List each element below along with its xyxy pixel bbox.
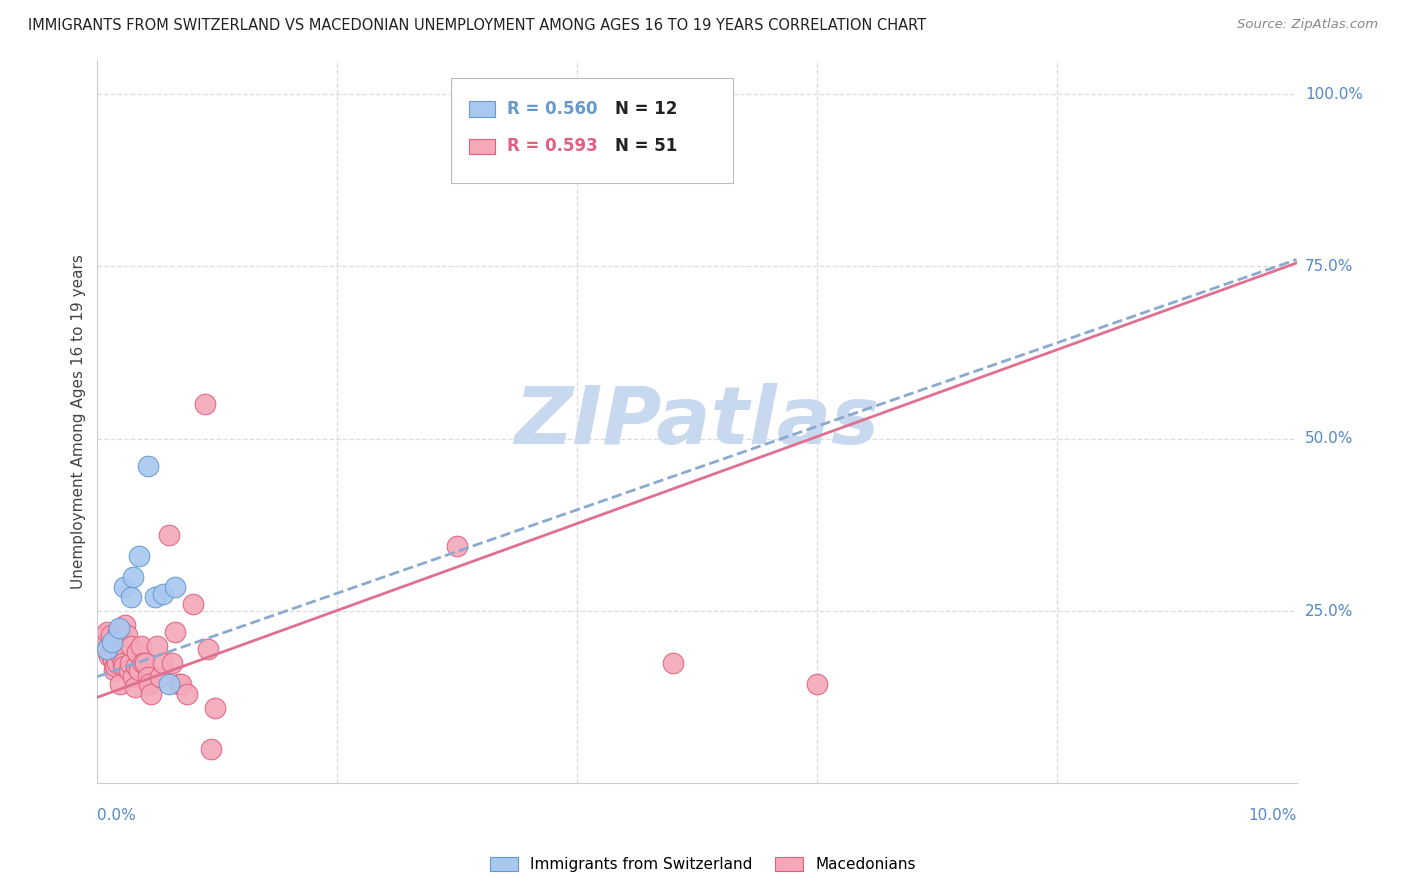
- Point: [157, 676, 180, 690]
- Point: [138, 676, 160, 690]
- Point: [165, 624, 187, 639]
- Point: [125, 645, 148, 659]
- Point: [136, 459, 159, 474]
- Point: [181, 597, 204, 611]
- Legend: Immigrants from Switzerland, Macedonians: Immigrants from Switzerland, Macedonians: [482, 849, 924, 880]
- Text: N = 51: N = 51: [616, 137, 678, 155]
- FancyBboxPatch shape: [470, 101, 495, 117]
- Point: [97, 642, 120, 657]
- Point: [112, 659, 135, 673]
- Point: [117, 663, 139, 677]
- Point: [170, 676, 193, 690]
- Text: 10.0%: 10.0%: [1249, 808, 1296, 823]
- Point: [96, 642, 118, 657]
- Point: [96, 624, 118, 639]
- Point: [100, 648, 122, 663]
- Text: 25.0%: 25.0%: [1305, 604, 1353, 619]
- Point: [197, 642, 219, 657]
- Point: [446, 539, 468, 553]
- Point: [111, 656, 134, 670]
- Point: [134, 656, 156, 670]
- Point: [90, 639, 112, 653]
- Point: [136, 670, 159, 684]
- Point: [152, 587, 174, 601]
- Point: [93, 628, 115, 642]
- Point: [122, 670, 145, 684]
- Text: IMMIGRANTS FROM SWITZERLAND VS MACEDONIAN UNEMPLOYMENT AMONG AGES 16 TO 19 YEARS: IMMIGRANTS FROM SWITZERLAND VS MACEDONIA…: [28, 18, 927, 33]
- Point: [107, 624, 129, 639]
- Point: [662, 656, 685, 670]
- Point: [101, 652, 124, 666]
- Point: [167, 676, 190, 690]
- Point: [120, 591, 142, 605]
- Point: [200, 742, 222, 756]
- Point: [157, 528, 180, 542]
- Point: [194, 397, 217, 411]
- Point: [103, 663, 125, 677]
- Text: ZIPatlas: ZIPatlas: [515, 383, 879, 460]
- Text: 0.0%: 0.0%: [97, 808, 136, 823]
- Point: [176, 687, 198, 701]
- Point: [108, 645, 131, 659]
- Point: [806, 676, 828, 690]
- Point: [204, 700, 226, 714]
- Point: [160, 656, 183, 670]
- Point: [146, 639, 169, 653]
- Point: [124, 680, 146, 694]
- FancyBboxPatch shape: [451, 78, 733, 183]
- Point: [149, 670, 172, 684]
- Point: [112, 580, 135, 594]
- Point: [105, 656, 128, 670]
- Text: 50.0%: 50.0%: [1305, 431, 1353, 446]
- Point: [114, 618, 136, 632]
- Point: [104, 659, 127, 673]
- Point: [110, 648, 132, 663]
- Point: [120, 639, 142, 653]
- Point: [152, 656, 174, 670]
- Text: R = 0.560: R = 0.560: [508, 100, 598, 118]
- Point: [125, 659, 148, 673]
- Y-axis label: Unemployment Among Ages 16 to 19 years: Unemployment Among Ages 16 to 19 years: [72, 254, 86, 589]
- Point: [165, 580, 187, 594]
- Point: [108, 676, 131, 690]
- Point: [108, 621, 131, 635]
- Text: 75.0%: 75.0%: [1305, 259, 1353, 274]
- Text: 100.0%: 100.0%: [1305, 87, 1362, 102]
- Point: [128, 663, 150, 677]
- Point: [129, 639, 152, 653]
- Point: [98, 648, 121, 663]
- Point: [143, 591, 166, 605]
- Point: [117, 628, 139, 642]
- Text: Source: ZipAtlas.com: Source: ZipAtlas.com: [1237, 18, 1378, 31]
- Point: [128, 549, 150, 563]
- Text: N = 12: N = 12: [616, 100, 678, 118]
- Point: [100, 635, 122, 649]
- FancyBboxPatch shape: [470, 138, 495, 154]
- Point: [122, 569, 145, 583]
- Point: [132, 656, 155, 670]
- Point: [141, 687, 163, 701]
- Text: R = 0.593: R = 0.593: [508, 137, 598, 155]
- Point: [100, 628, 122, 642]
- Point: [118, 656, 141, 670]
